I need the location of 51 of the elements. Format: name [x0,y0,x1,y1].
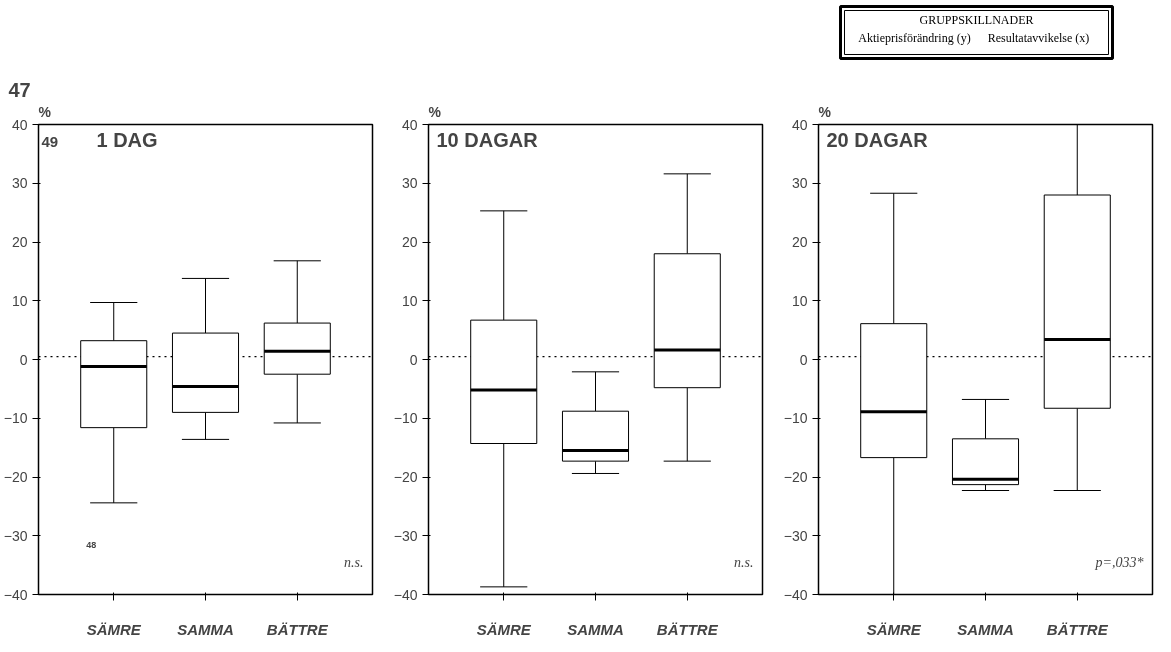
annotation: n.s. [344,554,364,570]
y-tick-label: 10 [11,292,28,309]
y-tick-label: −40 [3,586,28,603]
y-tick-label: 0 [409,351,418,368]
y-tick-label: −30 [393,527,418,544]
y-tick-label: 10 [401,292,418,309]
y-tick-label: −30 [3,527,28,544]
x-tick-label: BÄTTRE [1046,620,1109,638]
y-tick-label: 40 [791,116,808,133]
x-tick-label: SÄMRE [476,620,532,638]
y-tick-label: 30 [401,175,418,192]
y-tick-label: 10 [791,292,808,309]
text: 47 [8,78,31,101]
x-tick-label: SÄMRE [866,620,922,638]
chart-title: 10 DAGAR [436,128,539,151]
y-tick-label: 30 [791,175,808,192]
y-tick-label: −10 [3,410,28,427]
y-tick-label: 40 [11,116,28,133]
y-tick-label: −30 [783,527,808,544]
y-tick-label: 0 [799,351,808,368]
y-tick-label: −20 [783,469,808,485]
x-tick-label: BÄTTRE [266,620,329,638]
y-axis-title: % [818,103,832,120]
y-tick-label: −10 [783,410,808,427]
x-tick-label: SAMMA [177,620,234,638]
x-tick-label: SAMMA [567,620,624,638]
annotation: p=,033* [1094,554,1144,570]
x-tick-label: SAMMA [957,620,1014,638]
chart-title: 1 DAG [96,128,158,151]
annotation: 49 [41,132,59,150]
y-tick-label: −20 [393,469,418,485]
x-tick-label: BÄTTRE [656,620,719,638]
y-tick-label: 20 [401,234,418,250]
y-tick-label: −40 [783,586,808,603]
y-tick-label: 0 [19,351,28,368]
y-tick-label: −40 [393,586,418,603]
y-axis-title: % [38,103,52,120]
annotation: 48 [86,539,97,550]
chart-title: 20 DAGAR [826,128,929,151]
y-tick-label: 20 [11,234,28,250]
y-tick-label: −10 [393,410,418,427]
y-tick-label: 40 [401,116,418,133]
x-tick-label: SÄMRE [86,620,142,638]
y-tick-label: 30 [11,175,28,192]
y-tick-label: 20 [791,234,808,250]
y-axis-title: % [428,103,442,120]
annotation: n.s. [734,554,754,570]
y-tick-label: −20 [3,469,28,485]
text: Aktieprisförändring (y) [858,30,971,45]
text: Resultatavvikelse (x) [987,30,1090,45]
text: GRUPPSKILLNADER [919,12,1034,27]
